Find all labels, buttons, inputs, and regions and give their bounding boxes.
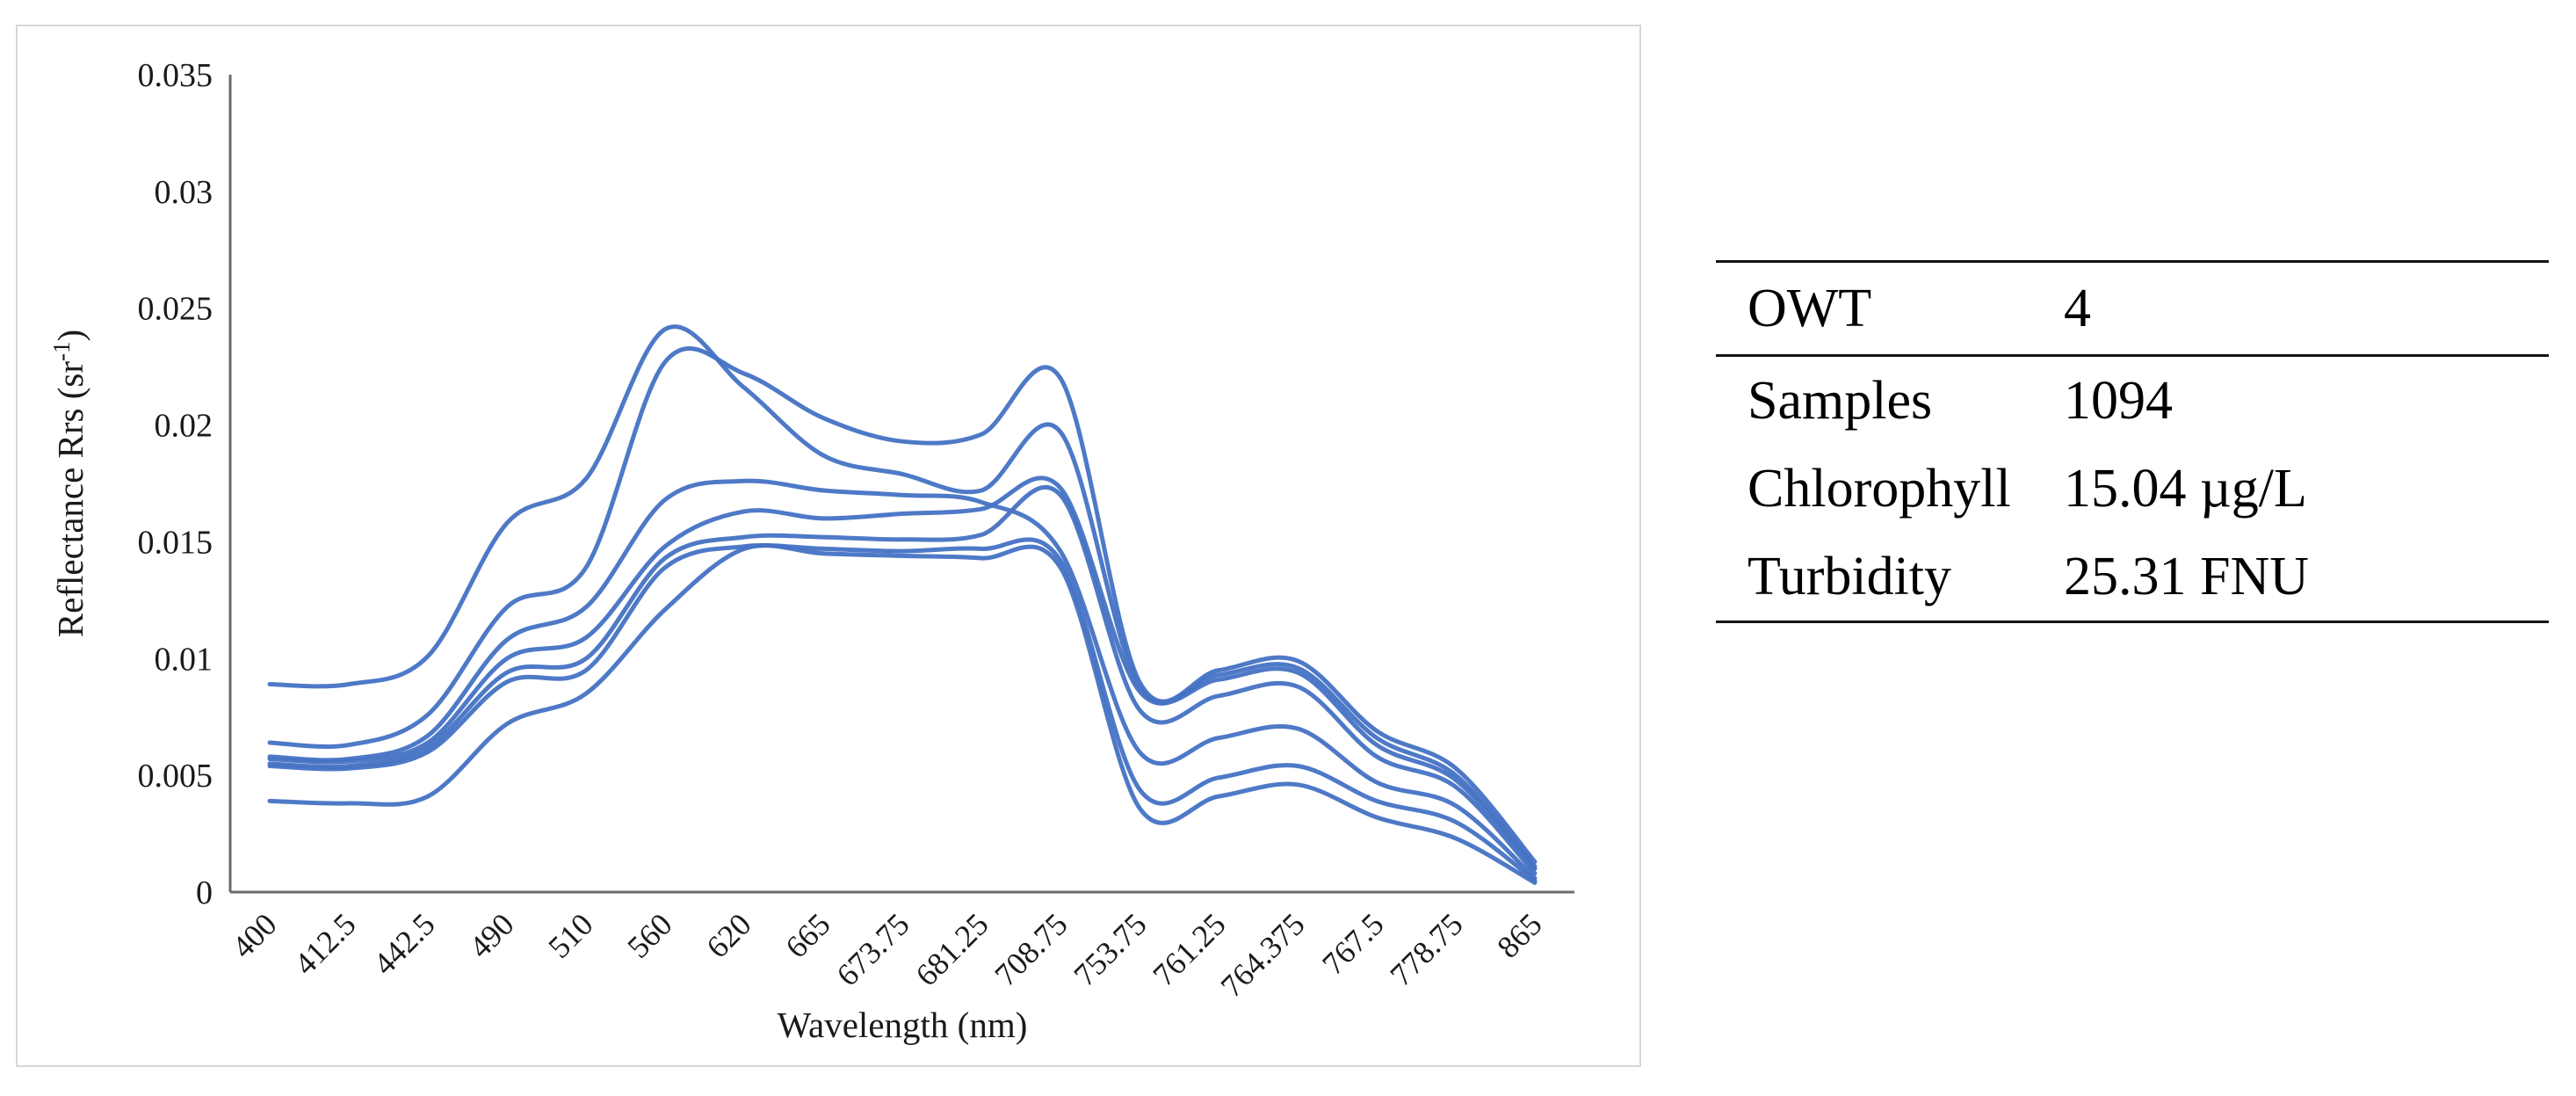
x-tick-label: 400 <box>225 906 283 964</box>
x-axis-title: Wavelength (nm) <box>778 1005 1028 1045</box>
row-label-owt: OWT <box>1747 279 1872 338</box>
x-tick-label: 764.375 <box>1214 906 1312 1004</box>
y-tick-label: 0.025 <box>138 291 213 328</box>
series-line-spectrum-5 <box>267 485 1538 876</box>
table-row-samples: Samples 1094 <box>1716 357 2549 445</box>
y-tick-label: 0.02 <box>155 408 213 445</box>
x-tick-label: 767.5 <box>1315 906 1391 982</box>
series-line-spectrum-3 <box>267 478 1538 881</box>
x-tick-label: 708.75 <box>988 906 1074 992</box>
row-label-turbidity: Turbidity <box>1747 547 1952 606</box>
x-tick-label: 665 <box>778 906 836 964</box>
owt-stats-table: OWT 4 Samples 1094 Chlorophyll 15.04 µg/… <box>1716 260 2549 623</box>
series-line-spectrum-1 <box>267 324 1538 869</box>
series-line-spectrum-4 <box>267 475 1538 871</box>
y-axis-title: Reflectance Rrs (sr-1) <box>48 330 90 637</box>
row-value-chlorophyll: 15.04 µg/L <box>2064 459 2307 519</box>
series-line-spectrum-7 <box>267 543 1538 885</box>
table-rule-bottom <box>1716 621 2549 623</box>
y-tick-label: 0.005 <box>138 758 213 795</box>
row-value-samples: 1094 <box>2064 371 2173 431</box>
x-tick-label: 865 <box>1490 906 1548 964</box>
x-tick-label: 620 <box>699 906 757 964</box>
y-tick-label: 0 <box>196 875 213 911</box>
table-row-turbidity: Turbidity 25.31 FNU <box>1716 533 2549 621</box>
row-label-chlorophyll: Chlorophyll <box>1747 459 2011 519</box>
row-label-samples: Samples <box>1747 371 1933 431</box>
table-rule-top <box>1716 260 2549 263</box>
series-line-spectrum-2 <box>267 346 1538 864</box>
row-value-turbidity: 25.31 FNU <box>2064 547 2310 606</box>
table-rule-middle <box>1716 354 2549 357</box>
x-tick-label: 673.75 <box>829 906 915 992</box>
table-row-chlorophyll: Chlorophyll 15.04 µg/L <box>1716 445 2549 533</box>
x-tick-label: 442.5 <box>366 906 442 982</box>
x-tick-label: 490 <box>462 906 520 964</box>
y-tick-label: 0.03 <box>155 174 213 211</box>
x-tick-label: 753.75 <box>1067 906 1153 992</box>
series-line-spectrum-6 <box>267 537 1538 883</box>
x-tick-label: 560 <box>620 906 678 964</box>
reflectance-chart: 0 0.005 0.01 0.015 0.02 0.025 0.03 0.035 400 412.… <box>48 57 1574 1045</box>
x-tick-label: 510 <box>541 906 599 964</box>
x-tick-label: 412.5 <box>287 906 363 982</box>
y-tick-label: 0.015 <box>138 524 213 561</box>
y-tick-label: 0.035 <box>138 57 213 94</box>
x-tick-label: 681.25 <box>908 906 995 992</box>
row-value-owt: 4 <box>2064 279 2091 338</box>
x-tick-label: 778.75 <box>1383 906 1469 992</box>
table-row-owt: OWT 4 <box>1716 263 2549 354</box>
y-tick-label: 0.01 <box>155 641 213 678</box>
reflectance-chart-panel: 0 0.005 0.01 0.015 0.02 0.025 0.03 0.035 400 412.… <box>16 25 1641 1067</box>
